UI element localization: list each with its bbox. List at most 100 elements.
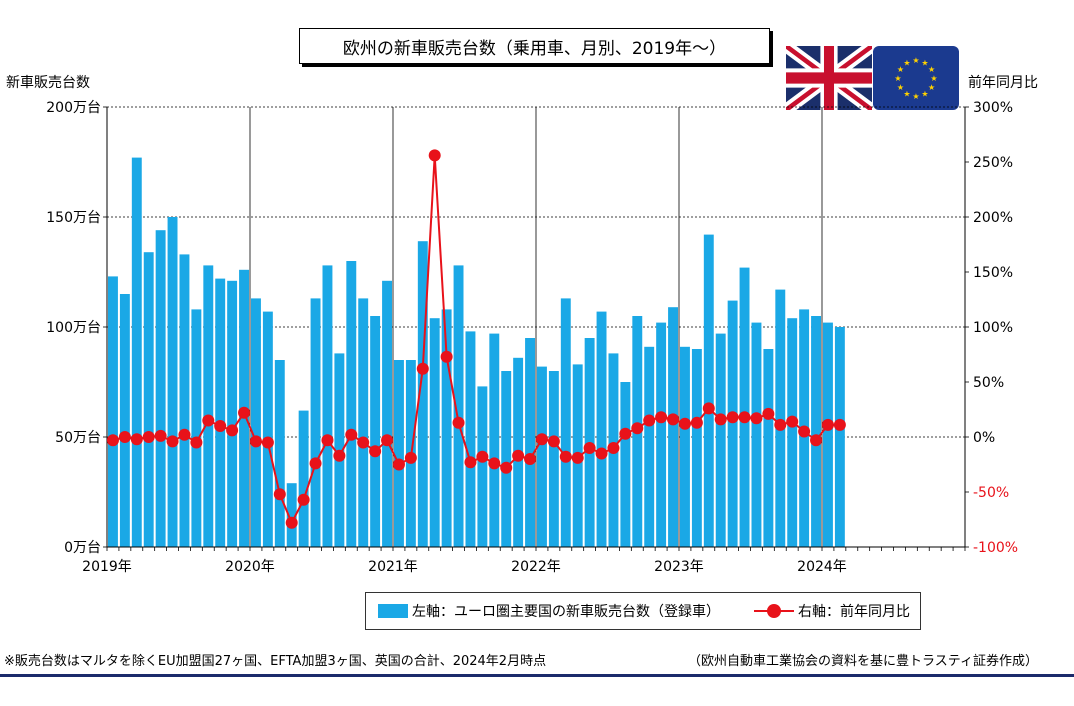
yoy-point — [309, 457, 322, 470]
y-left-tick-label: 0万台 — [64, 540, 101, 556]
yoy-point — [214, 420, 227, 432]
yoy-point — [285, 516, 298, 529]
bar — [429, 318, 440, 547]
eu-star-icon: ★ — [928, 65, 935, 74]
bar — [108, 276, 118, 547]
bar — [298, 410, 309, 547]
bar — [370, 316, 381, 547]
x-tick-label: 2019年 — [82, 559, 132, 575]
footnote-source-note: ※販売台数はマルタを除くEU加盟国27ヶ国、EFTA加盟3ヶ国、英国の合計、20… — [4, 654, 547, 669]
bar — [227, 280, 238, 547]
legend-line-swatch — [754, 604, 794, 618]
y-right-tick-label: 200% — [973, 210, 1013, 226]
y-right-tick-label: 0% — [973, 430, 995, 446]
bar — [560, 298, 571, 547]
bar — [489, 333, 500, 547]
chart-area: 0万台 50万台 100万台 150万台 200万台 -100% -50% 0% 50% 100%… — [46, 100, 1018, 575]
yoy-point — [190, 436, 203, 449]
yoy-point — [547, 435, 560, 448]
bar — [537, 366, 547, 547]
bar — [131, 157, 142, 547]
yoy-point — [821, 418, 834, 431]
yoy-point — [786, 415, 799, 428]
bar — [644, 346, 655, 547]
yoy-point — [810, 434, 823, 447]
yoy-point — [643, 414, 656, 427]
yoy-point — [118, 431, 131, 443]
yoy-point — [524, 453, 537, 465]
y-right-tick-label: 250% — [973, 155, 1013, 171]
bar — [143, 252, 154, 547]
bar — [811, 316, 821, 547]
uk-flag-icon — [786, 46, 872, 110]
y-right-tick-label: 300% — [973, 100, 1013, 116]
bar — [775, 289, 786, 547]
yoy-point — [249, 435, 262, 448]
bar — [715, 333, 726, 547]
bar — [358, 298, 369, 547]
eu-star-icon: ★ — [930, 74, 937, 83]
yoy-point — [488, 457, 501, 470]
bar — [680, 346, 690, 547]
yoy-point — [226, 424, 239, 437]
yoy-point — [476, 450, 489, 463]
bar — [179, 254, 190, 547]
bar — [262, 311, 273, 547]
legend-bar-label: 左軸：ユーロ圏主要国の新車販売台数（登録車） — [412, 604, 720, 620]
bar — [465, 331, 476, 547]
yoy-point — [702, 402, 715, 415]
yoy-point — [273, 488, 286, 501]
y-right-tick-label: -100% — [973, 540, 1018, 556]
y-left-tick-label: 100万台 — [46, 320, 101, 336]
eu-star-icon: ★ — [903, 90, 910, 99]
yoy-point — [798, 425, 811, 438]
yoy-point — [452, 416, 465, 429]
bar — [620, 382, 631, 547]
bar — [501, 371, 512, 547]
x-tick-label: 2023年 — [654, 559, 704, 575]
eu-flag-icon: ★ ★ ★ ★ ★ ★ ★ ★ ★ ★ ★ ★ — [873, 46, 959, 110]
yoy-point — [774, 418, 787, 431]
bar — [834, 327, 845, 547]
yoy-point — [583, 442, 596, 454]
y-right-tick-label: 50% — [973, 375, 1004, 391]
eu-star-icon: ★ — [903, 58, 910, 67]
bar — [548, 371, 559, 547]
yoy-point — [345, 428, 358, 441]
yoy-point — [369, 445, 382, 458]
yoy-point — [297, 493, 310, 506]
bar — [787, 318, 798, 547]
bar — [155, 230, 166, 547]
bar — [703, 234, 714, 547]
yoy-point — [655, 411, 668, 424]
bar — [251, 298, 261, 547]
yoy-point — [392, 458, 405, 471]
yoy-point — [381, 434, 394, 447]
yoy-point — [714, 413, 727, 426]
eu-star-icon: ★ — [928, 83, 935, 92]
eu-star-icon: ★ — [897, 83, 904, 92]
yoy-point — [333, 449, 346, 462]
right-axis-title: 前年同月比 — [968, 75, 1038, 91]
eu-star-icon: ★ — [894, 74, 901, 83]
y-right-tick-label: 100% — [973, 320, 1013, 336]
yoy-point — [750, 412, 763, 425]
yoy-point — [595, 447, 608, 460]
yoy-point — [238, 406, 251, 419]
y-left-tick-label: 50万台 — [55, 430, 101, 446]
yoy-point — [535, 433, 548, 446]
yoy-point — [619, 427, 632, 440]
yoy-point — [261, 436, 274, 449]
yoy-point — [738, 411, 751, 424]
eu-star-icon: ★ — [912, 56, 919, 65]
yoy-point — [607, 442, 620, 454]
y-left-tick-label: 150万台 — [46, 210, 101, 226]
yoy-point — [512, 449, 525, 462]
x-tick-label: 2020年 — [225, 559, 275, 575]
y-right-tick-label: 150% — [973, 265, 1013, 281]
bar — [453, 265, 464, 547]
bar — [191, 309, 202, 547]
bar — [203, 265, 214, 547]
yoy-point — [762, 407, 775, 420]
bar — [394, 360, 404, 547]
